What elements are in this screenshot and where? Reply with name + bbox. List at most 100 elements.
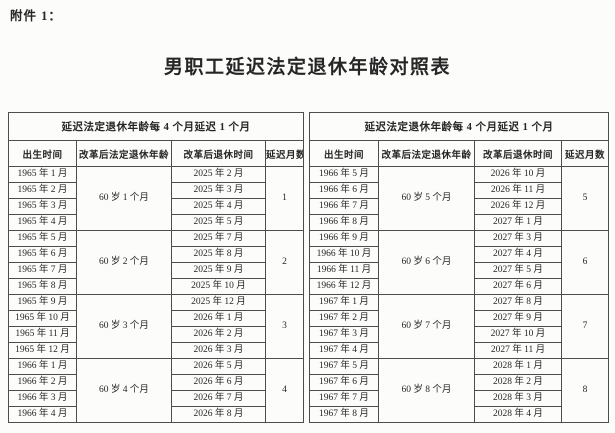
birth-month-cell: 1966 年 1 月 [8, 358, 77, 375]
retirement-age-cell: 60 岁 5 个月 [378, 166, 475, 231]
retirement-month-cell: 2028 年 2 月 [474, 374, 562, 391]
retirement-month-cell: 2025 年 10 月 [171, 278, 266, 295]
retirement-age-cell: 60 岁 7 个月 [378, 294, 475, 359]
retirement-month-cell: 2025 年 4 月 [171, 198, 266, 215]
retirement-month-cell: 2027 年 10 月 [474, 326, 562, 343]
birth-month-cell: 1965 年 7 月 [8, 262, 77, 279]
table-banner: 延迟法定退休年龄每 4 个月延迟 1 个月 [8, 112, 304, 141]
retirement-month-cell: 2026 年 5 月 [171, 358, 266, 375]
birth-month-cell: 1967 年 7 月 [309, 390, 379, 407]
delay-months-cell: 4 [265, 358, 304, 423]
delay-months-cell: 5 [561, 166, 609, 231]
birth-month-cell: 1965 年 6 月 [8, 246, 77, 263]
table-row: 1967 年 3 月 2027 年 10 月 [309, 326, 609, 343]
retirement-age-cell: 60 岁 3 个月 [76, 294, 172, 359]
retirement-age-cell: 60 岁 6 个月 [378, 230, 475, 295]
birth-month-cell: 1966 年 7 月 [309, 198, 379, 215]
column-header: 出生时间 [8, 140, 77, 167]
birth-month-cell: 1965 年 10 月 [8, 310, 77, 327]
retirement-month-cell: 2025 年 7 月 [171, 230, 266, 247]
delay-months-cell: 2 [265, 230, 304, 295]
column-header: 改革后法定退休年龄 [378, 140, 475, 167]
birth-month-cell: 1965 年 12 月 [8, 342, 77, 359]
page-title: 男职工延迟法定退休年龄对照表 [163, 57, 451, 78]
retirement-month-cell: 2025 年 2 月 [171, 166, 266, 183]
table-row: 1965 年 2 月 2025 年 3 月 [8, 182, 304, 199]
birth-month-cell: 1966 年 3 月 [8, 390, 77, 407]
retirement-age-cell: 60 岁 2 个月 [76, 230, 172, 295]
delay-months-cell: 7 [561, 294, 609, 359]
table-row: 1965 年 7 月 2025 年 9 月 [8, 262, 304, 279]
retirement-month-cell: 2028 年 1 月 [474, 358, 562, 375]
birth-month-cell: 1965 年 11 月 [8, 326, 77, 343]
table-row: 1966 年 4 月 2026 年 8 月 [8, 406, 304, 423]
table-row: 1966 年 8 月 2027 年 1 月 [309, 214, 609, 231]
column-header: 改革后法定退休年龄 [76, 140, 172, 167]
birth-month-cell: 1966 年 4 月 [8, 406, 77, 423]
table-row: 1965 年 6 月 2025 年 8 月 [8, 246, 304, 263]
table-row: 1965 年 12 月 2026 年 3 月 [8, 342, 304, 359]
birth-month-cell: 1966 年 5 月 [309, 166, 379, 183]
column-header: 延迟月数 [561, 140, 609, 167]
attachment-label: 附件 1： [10, 9, 62, 23]
birth-month-cell: 1967 年 2 月 [309, 310, 379, 327]
birth-month-cell: 1967 年 6 月 [309, 374, 379, 391]
column-header: 改革后退休时间 [171, 140, 266, 167]
birth-month-cell: 1965 年 2 月 [8, 182, 77, 199]
retirement-month-cell: 2026 年 7 月 [171, 390, 266, 407]
table-banner: 延迟法定退休年龄每 4 个月延迟 1 个月 [309, 112, 609, 141]
birth-month-cell: 1967 年 1 月 [309, 294, 379, 311]
retirement-month-cell: 2027 年 5 月 [474, 262, 562, 279]
retirement-table-right: 延迟法定退休年龄每 4 个月延迟 1 个月 出生时间 改革后法定退休年龄 改革后退休时… [309, 112, 609, 423]
retirement-table-container: 延迟法定退休年龄每 4 个月延迟 1 个月 出生时间 改革后法定退休年龄 改革后退休时… [8, 112, 609, 423]
retirement-age-cell: 60 岁 8 个月 [378, 358, 475, 423]
retirement-month-cell: 2027 年 4 月 [474, 246, 562, 263]
birth-month-cell: 1966 年 6 月 [309, 182, 379, 199]
table-row: 1967 年 2 月 2027 年 9 月 [309, 310, 609, 327]
delay-months-cell: 6 [561, 230, 609, 295]
column-header: 延迟月数 [265, 140, 304, 167]
column-header: 出生时间 [309, 140, 379, 167]
retirement-month-cell: 2026 年 1 月 [171, 310, 266, 327]
retirement-month-cell: 2026 年 8 月 [171, 406, 266, 423]
table-row: 1965 年 3 月 2025 年 4 月 [8, 198, 304, 215]
birth-month-cell: 1966 年 11 月 [309, 262, 379, 279]
retirement-month-cell: 2027 年 3 月 [474, 230, 562, 247]
retirement-month-cell: 2028 年 4 月 [474, 406, 562, 423]
birth-month-cell: 1965 年 1 月 [8, 166, 77, 183]
retirement-age-cell: 60 岁 4 个月 [76, 358, 172, 423]
retirement-month-cell: 2025 年 8 月 [171, 246, 266, 263]
birth-month-cell: 1967 年 3 月 [309, 326, 379, 343]
retirement-table-left: 延迟法定退休年龄每 4 个月延迟 1 个月 出生时间 改革后法定退休年龄 改革后退休时… [8, 112, 304, 423]
retirement-month-cell: 2027 年 8 月 [474, 294, 562, 311]
table-row: 1966 年 3 月 2026 年 7 月 [8, 390, 304, 407]
birth-month-cell: 1966 年 10 月 [309, 246, 379, 263]
table-row: 1966 年 11 月 2027 年 5 月 [309, 262, 609, 279]
retirement-month-cell: 2025 年 5 月 [171, 214, 266, 231]
retirement-month-cell: 2027 年 11 月 [474, 342, 562, 359]
retirement-age-cell: 60 岁 1 个月 [76, 166, 172, 231]
table-row: 1967 年 7 月 2028 年 3 月 [309, 390, 609, 407]
birth-month-cell: 1967 年 5 月 [309, 358, 379, 375]
retirement-month-cell: 2025 年 9 月 [171, 262, 266, 279]
retirement-month-cell: 2025 年 12 月 [171, 294, 266, 311]
birth-month-cell: 1967 年 8 月 [309, 406, 379, 423]
retirement-month-cell: 2026 年 11 月 [474, 182, 562, 199]
column-header: 改革后退休时间 [474, 140, 562, 167]
birth-month-cell: 1965 年 5 月 [8, 230, 77, 247]
retirement-month-cell: 2026 年 12 月 [474, 198, 562, 215]
retirement-month-cell: 2026 年 2 月 [171, 326, 266, 343]
retirement-month-cell: 2027 年 9 月 [474, 310, 562, 327]
delay-months-cell: 1 [265, 166, 304, 231]
table-row: 1967 年 8 月 2028 年 4 月 [309, 406, 609, 423]
delay-months-cell: 3 [265, 294, 304, 359]
birth-month-cell: 1965 年 3 月 [8, 198, 77, 215]
retirement-month-cell: 2027 年 1 月 [474, 214, 562, 231]
